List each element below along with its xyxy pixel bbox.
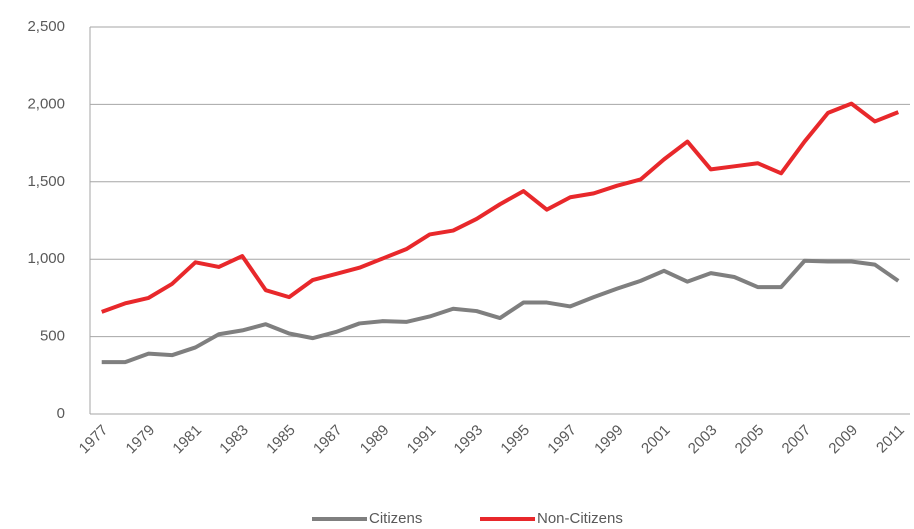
legend-label: Non-Citizens: [537, 510, 623, 527]
x-tick-label: 2003: [685, 422, 721, 458]
x-tick-label: 1977: [76, 422, 112, 458]
y-tick-label: 2,500: [27, 18, 65, 35]
x-tick-label: 1995: [497, 422, 533, 458]
x-tick-label: 2009: [825, 422, 861, 458]
line-series: [101, 258, 900, 365]
y-tick-label: 0: [57, 405, 65, 422]
x-tick-label: 1993: [451, 422, 487, 458]
x-tick-label: 1999: [591, 422, 627, 458]
x-tick-label: 2005: [732, 422, 768, 458]
x-tick-label: 1991: [404, 422, 440, 458]
x-tick-label: 2007: [779, 422, 815, 458]
x-tick-label: 2011: [873, 422, 908, 457]
x-tick-label: 1987: [310, 422, 346, 458]
legend-label: Citizens: [369, 510, 422, 527]
x-tick-label: 1989: [357, 422, 393, 458]
x-tick-label: 1997: [544, 422, 580, 458]
y-tick-label: 500: [40, 328, 65, 345]
x-tick-label: 1985: [263, 422, 299, 458]
y-tick-label: 2,000: [27, 95, 65, 112]
x-tick-label: 1983: [216, 422, 252, 458]
line-series: [101, 101, 900, 314]
x-tick-label: 1981: [169, 422, 205, 458]
x-tick-label: 1979: [123, 422, 159, 458]
y-tick-label: 1,500: [27, 173, 65, 190]
y-tick-label: 1,000: [27, 250, 65, 267]
x-tick-label: 2001: [638, 422, 674, 458]
